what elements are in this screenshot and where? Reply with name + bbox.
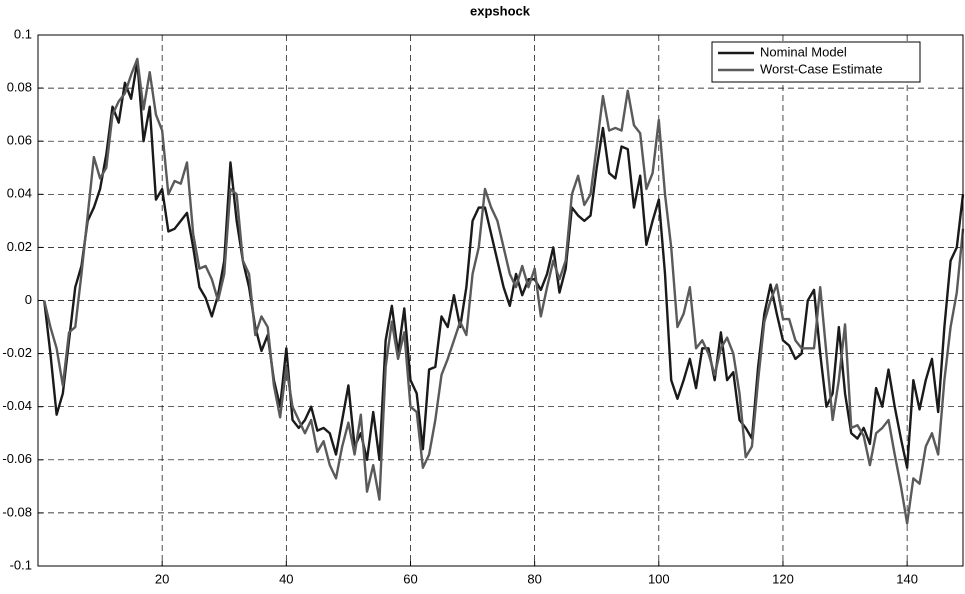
y-tick-label: -0.08 bbox=[2, 504, 32, 519]
x-tick-label: 140 bbox=[896, 571, 918, 586]
x-tick-label: 80 bbox=[527, 571, 541, 586]
x-tick-label: 20 bbox=[155, 571, 169, 586]
y-tick-label: 0.06 bbox=[7, 133, 32, 148]
data-line bbox=[43, 57, 965, 525]
chart-title: expshock bbox=[470, 3, 531, 18]
x-tick-label: 60 bbox=[403, 571, 417, 586]
y-tick-label: -0.1 bbox=[10, 557, 32, 572]
plot-frame bbox=[37, 34, 964, 567]
y-tick-label: -0.04 bbox=[2, 398, 32, 413]
y-tick-label: 0.02 bbox=[7, 239, 32, 254]
x-tick-label: 100 bbox=[648, 571, 670, 586]
x-tick-label: 120 bbox=[772, 571, 794, 586]
y-tick-label: -0.06 bbox=[2, 451, 32, 466]
y-tick-label: 0.08 bbox=[7, 80, 32, 95]
legend-label: Nominal Model bbox=[760, 44, 847, 59]
y-tick-label: -0.02 bbox=[2, 345, 32, 360]
x-tick-label: 40 bbox=[279, 571, 293, 586]
y-tick-label: 0.1 bbox=[14, 26, 32, 41]
legend-box bbox=[711, 41, 921, 83]
data-line bbox=[43, 60, 965, 469]
y-tick-label: 0 bbox=[25, 292, 32, 307]
legend-label: Worst-Case Estimate bbox=[760, 61, 883, 76]
y-tick-label: 0.04 bbox=[7, 186, 32, 201]
